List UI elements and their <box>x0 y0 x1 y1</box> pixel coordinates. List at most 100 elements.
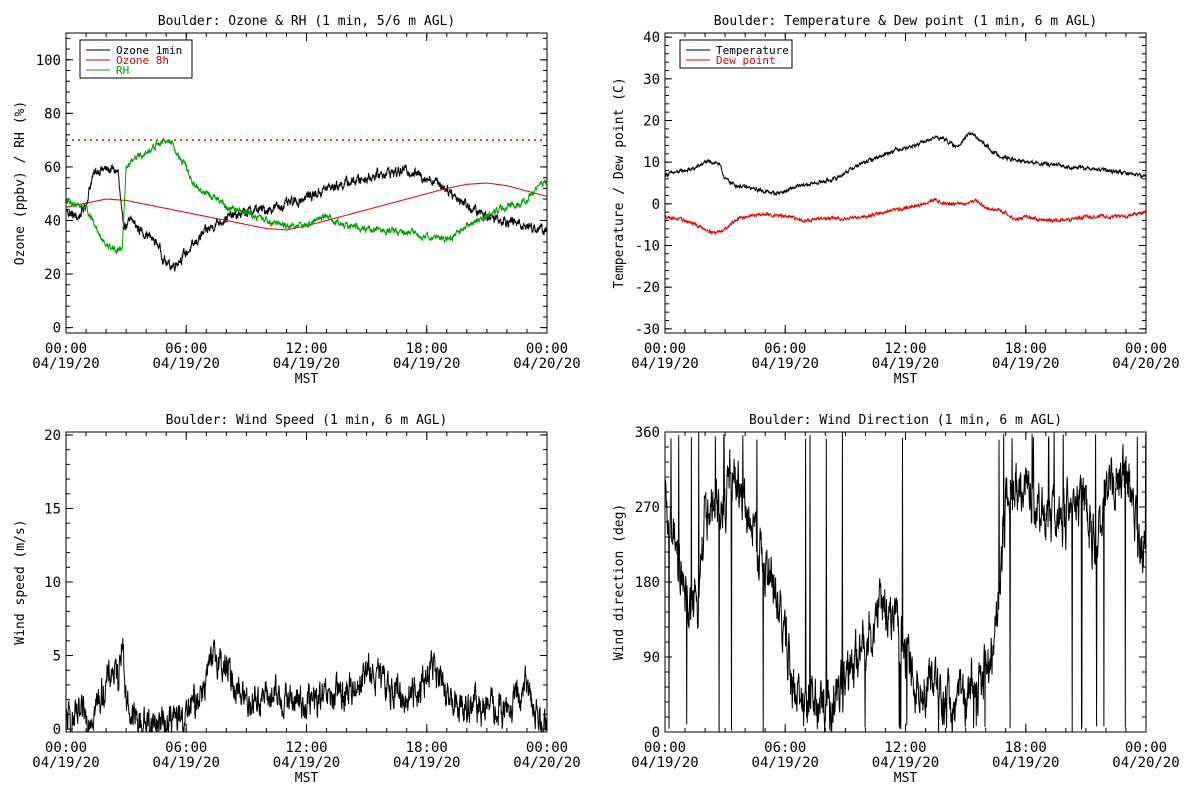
x-tick-time: 00:00 <box>1125 740 1167 756</box>
plot-area <box>66 637 547 732</box>
y-tick-label: 20 <box>643 114 660 130</box>
series-line-dew-point <box>665 197 1146 236</box>
x-tick-time: 00:00 <box>45 740 87 756</box>
x-tick-date: 04/19/20 <box>992 356 1059 372</box>
plot-area <box>665 130 1146 236</box>
x-tick-time: 00:00 <box>644 341 686 357</box>
series-line-ozone-1min <box>66 163 547 273</box>
x-tick-date: 04/20/20 <box>1112 356 1179 372</box>
x-axis-label: MST <box>894 372 918 387</box>
plot-frame <box>65 431 548 733</box>
x-tick-date: 04/19/20 <box>393 755 460 771</box>
x-tick-date: 04/19/20 <box>872 755 939 771</box>
x-tick-date: 04/19/20 <box>992 755 1059 771</box>
y-tick-label: -10 <box>635 239 660 255</box>
x-tick-date: 04/19/20 <box>752 356 819 372</box>
legend-label: Ozone 8h <box>116 54 169 67</box>
y-tick-label: 0 <box>652 197 660 213</box>
ozone-rh-panel: Boulder: Ozone & RH (1 min, 5/6 m AGL) 0 2… <box>13 14 581 387</box>
x-axis-label: MST <box>295 372 319 387</box>
y-tick-label: 90 <box>643 650 660 666</box>
plot-frame <box>664 431 1147 733</box>
x-tick-date: 04/19/20 <box>273 356 340 372</box>
chart-title: Boulder: Wind Speed (1 min, 6 m AGL) <box>166 413 448 428</box>
x-tick-date: 04/19/20 <box>153 356 220 372</box>
x-tick-date: 04/19/20 <box>32 356 99 372</box>
plot-area <box>66 136 547 273</box>
x-tick-date: 04/19/20 <box>393 356 460 372</box>
x-tick-date: 04/19/20 <box>872 356 939 372</box>
plot-area <box>665 432 1146 732</box>
x-tick-time: 12:00 <box>285 341 327 357</box>
x-tick-time: 12:00 <box>285 740 327 756</box>
legend-label: Temperature <box>716 44 789 57</box>
legend-label: RH <box>116 64 129 77</box>
x-tick-time: 06:00 <box>165 740 207 756</box>
x-tick-time: 12:00 <box>884 341 926 357</box>
x-tick-date: 04/19/20 <box>153 755 220 771</box>
chart-title: Boulder: Temperature & Dew point (1 min,… <box>714 14 1098 29</box>
plot-frame <box>65 32 548 334</box>
x-tick-time: 12:00 <box>884 740 926 756</box>
y-tick-label: 15 <box>44 501 61 517</box>
y-tick-label: 5 <box>53 649 61 665</box>
y-tick-label: 10 <box>643 155 660 171</box>
y-axis-label: Temperature / Dew point (C) <box>612 77 627 288</box>
series-line-temperature <box>665 130 1146 197</box>
x-tick-time: 06:00 <box>764 341 806 357</box>
y-tick-label: 20 <box>44 267 61 283</box>
y-tick-label: 10 <box>44 575 61 591</box>
x-tick-time: 00:00 <box>526 341 568 357</box>
y-axis-label: Ozone (ppbv) / RH (%) <box>13 101 28 265</box>
x-tick-time: 06:00 <box>165 341 207 357</box>
x-tick-time: 00:00 <box>1125 341 1167 357</box>
plot-frame <box>664 32 1147 334</box>
x-tick-date: 04/20/20 <box>513 356 580 372</box>
x-tick-date: 04/20/20 <box>1112 755 1179 771</box>
x-tick-time: 06:00 <box>764 740 806 756</box>
y-axis-label: Wind direction (deg) <box>612 504 627 661</box>
x-tick-time: 18:00 <box>406 740 448 756</box>
x-tick-time: 00:00 <box>45 341 87 357</box>
chart-title: Boulder: Wind Direction (1 min, 6 m AGL) <box>749 413 1062 428</box>
x-tick-time: 18:00 <box>406 341 448 357</box>
wind-speed-panel: Boulder: Wind Speed (1 min, 6 m AGL) 0 5 10… <box>13 413 581 786</box>
x-tick-date: 04/19/20 <box>32 755 99 771</box>
x-axis-label: MST <box>295 771 319 786</box>
y-tick-label: 30 <box>643 72 660 88</box>
y-tick-label: 100 <box>36 53 61 69</box>
y-tick-label: 0 <box>652 725 660 741</box>
series-line-wind-speed <box>66 637 547 732</box>
x-axis-label: MST <box>894 771 918 786</box>
x-tick-date: 04/19/20 <box>752 755 819 771</box>
y-tick-label: 270 <box>635 500 660 516</box>
y-tick-label: 80 <box>44 106 61 122</box>
y-tick-label: 40 <box>44 214 61 230</box>
y-tick-label: 0 <box>53 321 61 337</box>
x-tick-time: 00:00 <box>644 740 686 756</box>
y-axis-label: Wind speed (m/s) <box>13 519 28 644</box>
y-tick-label: 360 <box>635 425 660 441</box>
x-tick-time: 18:00 <box>1005 341 1047 357</box>
y-tick-label: 180 <box>635 575 660 591</box>
x-tick-date: 04/19/20 <box>631 755 698 771</box>
series-line-rh <box>66 136 547 255</box>
y-tick-label: -20 <box>635 280 660 296</box>
series-line-wind-direction <box>665 432 1146 732</box>
x-tick-time: 18:00 <box>1005 740 1047 756</box>
y-tick-label: 20 <box>44 428 61 444</box>
x-tick-date: 04/20/20 <box>513 755 580 771</box>
temperature-dewpoint-panel: Boulder: Temperature & Dew point (1 min,… <box>612 14 1180 387</box>
x-tick-date: 04/19/20 <box>631 356 698 372</box>
legend-box <box>79 39 193 79</box>
wind-direction-panel: Boulder: Wind Direction (1 min, 6 m AGL)… <box>612 413 1180 786</box>
legend-label: Ozone 1min <box>116 44 182 57</box>
y-tick-label: -30 <box>635 322 660 338</box>
y-tick-label: 60 <box>44 160 61 176</box>
y-tick-label: 0 <box>53 722 61 738</box>
x-tick-date: 04/19/20 <box>273 755 340 771</box>
